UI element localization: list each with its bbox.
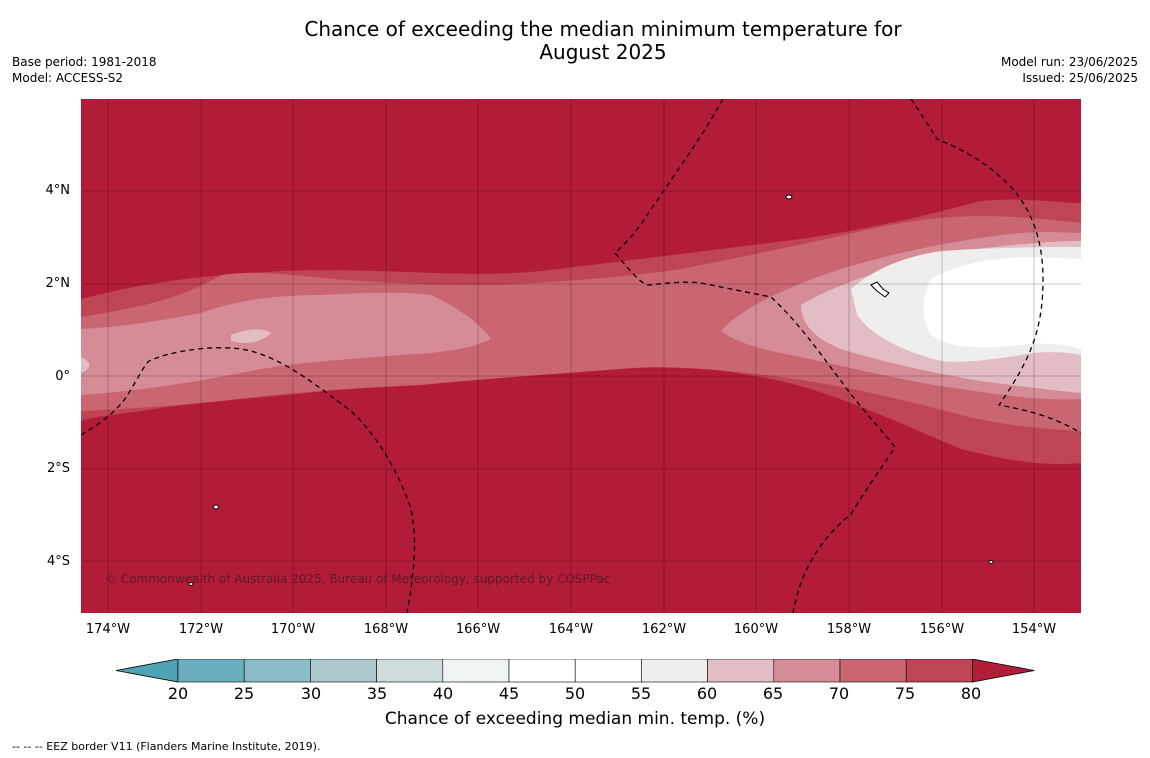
lon-tick-164w: 164°W: [548, 622, 594, 637]
lat-tick-2n: 2°N: [45, 276, 71, 291]
island-2: [213, 504, 219, 510]
title-line-1: Chance of exceeding the median minimum t…: [304, 17, 902, 41]
map-svg: [81, 99, 1081, 613]
lon-tick-158w: 158°W: [826, 622, 872, 637]
colorbar-label: Chance of exceeding median min. temp. (%…: [384, 709, 766, 729]
lon-tick-174w: 174°W: [85, 622, 131, 637]
lat-tick-4s: 4°S: [46, 554, 70, 569]
lon-tick-160w: 160°W: [733, 622, 779, 637]
island-1: [785, 194, 793, 200]
cb-tick-65: 65: [762, 684, 784, 703]
cb-tick-50: 50: [564, 684, 586, 703]
band-70: [81, 216, 1081, 431]
colorbar-segment: [574, 658, 642, 683]
cb-tick-20: 20: [167, 684, 189, 703]
island-3: [188, 582, 194, 586]
lat-tick-4n: 4°N: [45, 183, 71, 198]
lat-tick-2s: 2°S: [46, 461, 70, 476]
map-title: Chance of exceeding the median minimum t…: [200, 18, 1006, 64]
cb-tick-60: 60: [696, 684, 718, 703]
model-run: Model run: 23/06/2025: [1000, 55, 1138, 69]
lon-tick-154w: 154°W: [1011, 622, 1057, 637]
cb-tick-25: 25: [233, 684, 255, 703]
lat-tick-0: 0°: [55, 369, 70, 384]
island-5: [988, 560, 994, 564]
cb-tick-55: 55: [630, 684, 652, 703]
band-50: [923, 257, 1081, 349]
colorbar-segment: [641, 658, 708, 683]
base-period: Base period: 1981-2018: [12, 55, 157, 69]
cb-tick-75: 75: [894, 684, 916, 703]
lon-tick-170w: 170°W: [270, 622, 316, 637]
lon-tick-166w: 166°W: [455, 622, 501, 637]
meta-left: Base period: 1981-2018 Model: ACCESS-S2: [12, 54, 157, 86]
colorbar-segment: [177, 658, 245, 683]
colorbar: [115, 658, 1036, 687]
colorbar-segment: [773, 658, 841, 683]
copyright-notice: © Commonwealth of Australia 2025, Bureau…: [105, 572, 611, 586]
colorbar-segment: [376, 658, 444, 683]
colorbar-svg: [115, 658, 1035, 683]
colorbar-segment: [839, 658, 907, 683]
cb-tick-35: 35: [366, 684, 388, 703]
lon-tick-156w: 156°W: [919, 622, 965, 637]
graticule: [81, 99, 1081, 613]
colorbar-segment: [243, 658, 311, 683]
issued-date: Issued: 25/06/2025: [1022, 71, 1138, 85]
meta-right: Model run: 23/06/2025 Issued: 25/06/2025: [1001, 54, 1138, 86]
colorbar-segment: [442, 658, 510, 683]
band-65: [81, 232, 1081, 400]
colorbar-segment: [707, 658, 775, 683]
island-4: [870, 281, 890, 298]
colorbar-arrow-low: [115, 658, 179, 683]
title-line-2: August 2025: [539, 40, 667, 64]
map-area[interactable]: © Commonwealth of Australia 2025, Bureau…: [81, 99, 1081, 613]
cb-tick-30: 30: [300, 684, 322, 703]
islands: [188, 194, 994, 586]
eez-footnote: -- -- -- EEZ border V11 (Flanders Marine…: [12, 740, 321, 753]
cb-tick-70: 70: [828, 684, 850, 703]
cb-tick-45: 45: [498, 684, 520, 703]
lon-tick-168w: 168°W: [363, 622, 409, 637]
cb-tick-40: 40: [432, 684, 454, 703]
cb-tick-80: 80: [960, 684, 982, 703]
eez-borders: [81, 99, 1081, 613]
colorbar-segment: [310, 658, 377, 683]
colorbar-segment: [905, 658, 973, 683]
lon-tick-172w: 172°W: [178, 622, 224, 637]
lon-tick-162w: 162°W: [641, 622, 687, 637]
model-name: Model: ACCESS-S2: [12, 71, 124, 85]
colorbar-segment: [508, 658, 576, 683]
colorbar-arrow-high: [972, 658, 1035, 683]
